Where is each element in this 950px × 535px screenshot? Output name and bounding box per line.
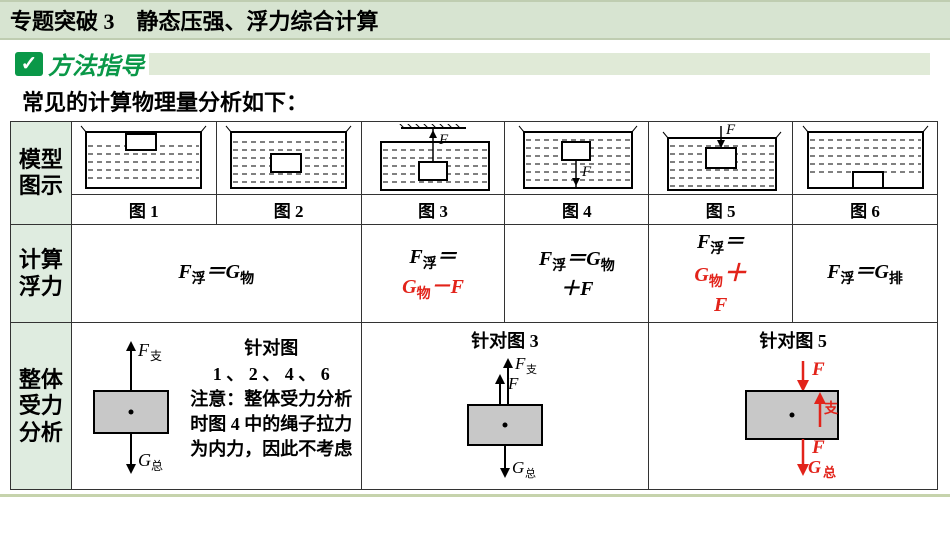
fig1-svg (76, 124, 211, 194)
formula-6: F浮＝G排 (793, 225, 938, 323)
fig2-svg (221, 124, 356, 194)
model-fig2: 图 2 (216, 122, 361, 225)
svg-text:总: 总 (823, 465, 836, 480)
analysis-1246-svg: F支 G总 (76, 336, 186, 476)
svg-text:F: F (438, 132, 449, 148)
model-fig1: 图 1 (71, 122, 216, 225)
analysis-3-svg: F支 F G总 (430, 355, 580, 480)
formula-3: F浮＝ G物－F (361, 225, 505, 323)
analysis-3: 针对图 3 F支 F G总 (361, 323, 649, 490)
formula-5: F浮＝ G物＋ F (649, 225, 793, 323)
fig5-svg: F (658, 124, 783, 194)
fig3-caption: 图 3 (362, 194, 505, 224)
svg-text:F: F (581, 164, 592, 180)
svg-text:F: F (811, 359, 825, 380)
model-fig4: F 图 4 (505, 122, 649, 225)
fig1-caption: 图 1 (72, 194, 216, 224)
svg-text:G: G (138, 450, 151, 470)
fig4-caption: 图 4 (505, 194, 648, 224)
fig6-svg (798, 124, 933, 194)
method-underline (149, 53, 930, 75)
fig4-svg: F (514, 124, 639, 194)
row-header-analysis: 整体受力分析 (11, 323, 72, 490)
svg-text:支: 支 (150, 349, 162, 363)
svg-text:支: 支 (823, 400, 839, 417)
svg-text:G: G (512, 458, 524, 477)
model-fig6: 图 6 (793, 122, 938, 225)
fig3-svg: F (371, 124, 496, 194)
fig2-caption: 图 2 (217, 194, 361, 224)
svg-text:F: F (507, 374, 519, 393)
page-title: 专题突破 3 静态压强、浮力综合计算 (0, 0, 950, 40)
method-heading-row: ✓ 方法指导 (15, 46, 950, 81)
svg-text:总: 总 (151, 459, 163, 473)
main-table: 模型图示 图 1 图 2 F 图 3 (10, 121, 938, 490)
formula-12: F浮＝G物 (71, 225, 361, 323)
svg-text:总: 总 (525, 466, 536, 480)
footer-line (0, 494, 950, 497)
analysis-1246: F支 G总 针对图 1 、 2 、 4 、 6 注意：整体受力分析时图 4 中的… (71, 323, 361, 490)
method-label: 方法指导 (48, 46, 144, 81)
analysis-5-svg: F 支 F G 总 (708, 355, 878, 480)
svg-text:G: G (808, 457, 821, 477)
fig6-caption: 图 6 (793, 194, 937, 224)
formula-4: F浮＝G物＋F (505, 225, 649, 323)
svg-text:F: F (137, 340, 150, 360)
model-fig3: F 图 3 (361, 122, 505, 225)
svg-text:支: 支 (526, 363, 537, 376)
svg-text:F: F (514, 355, 526, 373)
svg-text:F: F (811, 437, 825, 458)
row-header-model: 模型图示 (11, 122, 72, 225)
fig5-caption: 图 5 (649, 194, 792, 224)
check-icon: ✓ (15, 52, 43, 76)
model-fig5: F 图 5 (649, 122, 793, 225)
row-header-calc: 计算浮力 (11, 225, 72, 323)
svg-text:F: F (725, 124, 736, 138)
sub-heading: 常见的计算物理量分析如下： (0, 85, 950, 117)
analysis-5: 针对图 5 F 支 F G 总 (649, 323, 938, 490)
